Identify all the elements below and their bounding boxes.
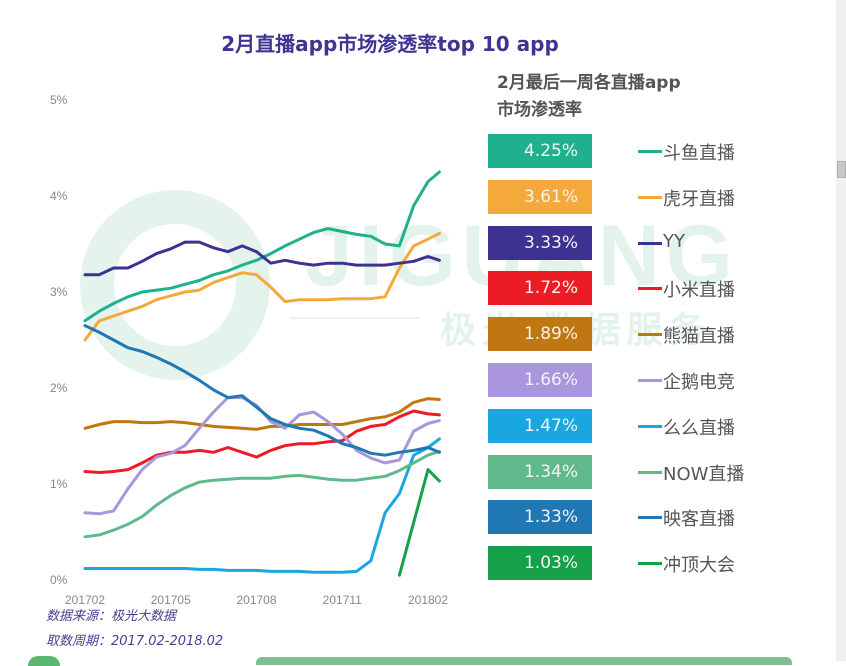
series-lines	[83, 170, 441, 577]
legend-item: 1.66% 企鹅电竞	[488, 363, 788, 399]
legend-value-badge: 1.33%	[488, 500, 592, 535]
y-tick-label: 1%	[50, 477, 68, 491]
legend-series-name: 熊猫直播	[663, 326, 735, 348]
legend-series-name: 冲顶大会	[663, 555, 735, 577]
legend-line-swatch	[638, 379, 662, 382]
y-tick-label: 5%	[50, 93, 68, 107]
legend-series-name: 企鹅电竞	[663, 372, 735, 393]
y-tick-label: 3%	[50, 285, 68, 299]
legend-value-badge: 1.34%	[488, 454, 592, 489]
legend-item: 1.89% 熊猫直播	[488, 317, 788, 353]
legend-series-name: YY	[663, 230, 685, 252]
x-tick-label: 201705	[151, 593, 191, 607]
footer-banner-fragment	[256, 657, 792, 665]
legend-line-swatch	[638, 195, 662, 199]
legend-item: 4.25% 斗鱼直播	[488, 134, 788, 170]
legend-value-badge: 1.47%	[488, 408, 592, 443]
legend-item: 3.33% YY	[488, 225, 788, 262]
vertical-scrollbar[interactable]	[836, 0, 846, 661]
legend-value-badge: 4.25%	[488, 134, 592, 168]
legend-series-name: NOW直播	[663, 463, 745, 485]
legend-value-badge: 1.66%	[488, 363, 592, 397]
x-axis: 201702 201705 201708 201711 201802	[65, 593, 448, 607]
series-line-5	[83, 397, 441, 431]
legend-header-line-1: 2月最后一周各直播app	[497, 73, 681, 93]
series-line-2	[83, 231, 441, 342]
legend-item: 1.33% 映客直播	[488, 500, 788, 536]
legend-value-badge: 3.33%	[488, 225, 592, 260]
legend-series-name: 么么直播	[663, 417, 735, 439]
legend-item: 3.61% 虎牙直播	[488, 179, 788, 216]
legend-line-swatch	[638, 470, 662, 474]
legend-line-swatch	[638, 562, 662, 566]
legend-header-line-2: 市场渗透率	[497, 100, 582, 120]
legend-series-name: 斗鱼直播	[663, 143, 735, 164]
legend-value-badge: 1.72%	[488, 271, 592, 306]
data-period-note: 取数周期：2017.02-2018.02	[46, 634, 224, 649]
scrollbar-thumb[interactable]	[837, 161, 846, 178]
legend-item: 1.03% 冲顶大会	[488, 546, 788, 582]
data-source-note: 数据来源：极光大数据	[46, 609, 177, 624]
series-line-8	[83, 449, 441, 539]
y-axis: 0% 1% 2% 3% 4% 5%	[50, 93, 68, 587]
legend-line-swatch	[638, 333, 662, 337]
x-tick-label: 201802	[408, 593, 448, 607]
y-tick-label: 4%	[50, 189, 68, 203]
legend-value-badge: 3.61%	[488, 179, 592, 214]
legend-line-swatch	[638, 287, 662, 291]
series-line-7	[83, 437, 441, 574]
legend-line-swatch	[638, 516, 662, 520]
legend-line-swatch	[638, 424, 662, 428]
legend-header: 2月最后一周各直播app 市场渗透率	[497, 70, 681, 124]
legend-item: 1.47% 么么直播	[488, 408, 788, 445]
x-tick-label: 201711	[323, 593, 362, 607]
legend-value-badge: 1.03%	[488, 546, 592, 581]
series-line-9	[83, 324, 441, 457]
y-tick-label: 2%	[50, 381, 68, 395]
series-line-3	[83, 240, 441, 277]
legend-value-badge: 1.89%	[488, 317, 592, 352]
legend-series-name: 小米直播	[663, 280, 735, 302]
legend-item: 1.34% NOW直播	[488, 454, 788, 491]
x-tick-label: 201708	[236, 593, 276, 607]
legend-line-swatch	[638, 150, 662, 153]
footer-logo-fragment	[28, 656, 60, 666]
watermark-logo-ring	[80, 190, 270, 380]
series-line-10	[397, 468, 441, 577]
chart-title: 2月直播app市场渗透率top 10 app	[221, 32, 559, 56]
x-tick-label: 201702	[65, 593, 105, 607]
y-tick-label: 0%	[50, 573, 68, 587]
legend-item: 1.72% 小米直播	[488, 271, 788, 307]
legend-series-name: 映客直播	[663, 509, 735, 531]
series-line-4	[83, 409, 441, 474]
legend-line-swatch	[638, 241, 662, 245]
legend-series-name: 虎牙直播	[663, 188, 735, 210]
